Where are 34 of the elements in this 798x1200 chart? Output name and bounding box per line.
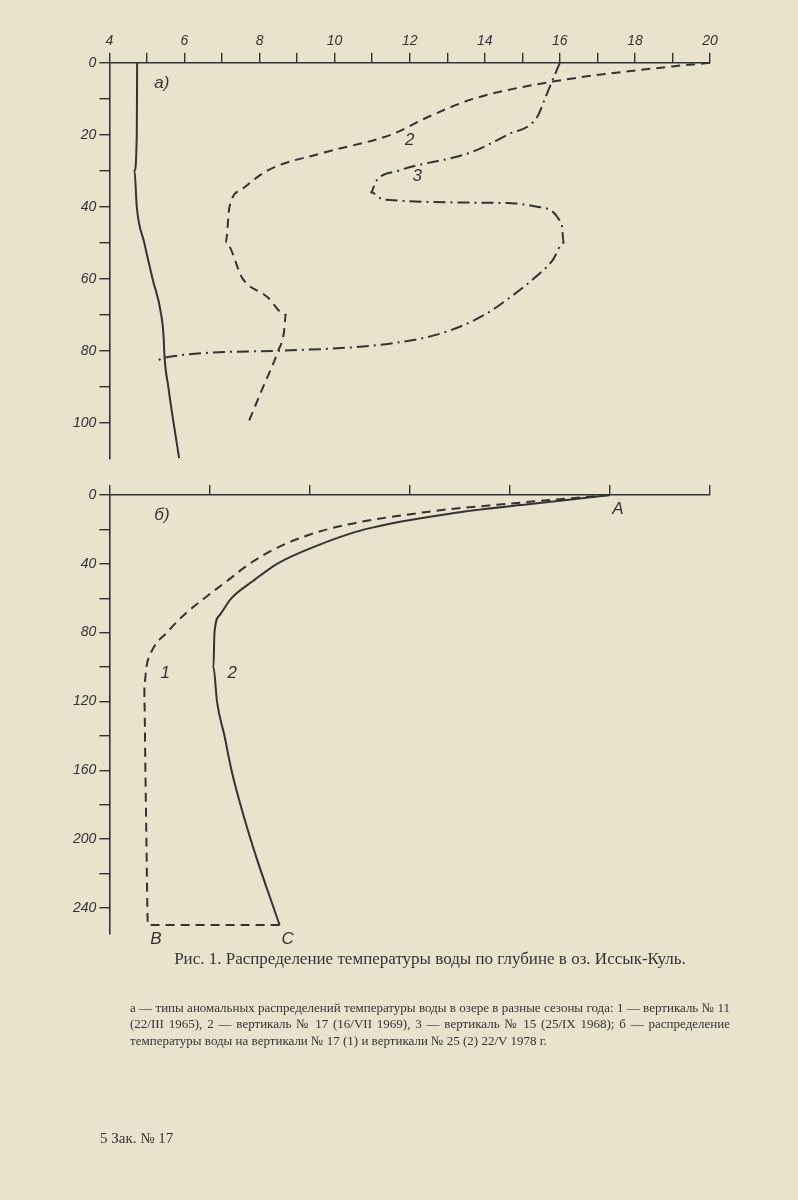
y-tick-label: 240 [72,898,97,915]
annotation: б) [154,505,170,525]
annotation: C [281,929,295,949]
x-tick-label: 10 [326,32,343,49]
x-tick-label: 18 [627,32,643,49]
annotation: B [150,929,162,949]
y-tick-label: 200 [72,829,97,846]
y-tick-label: 120 [73,692,97,709]
y-tick-label: 160 [73,761,97,778]
x-tick-label: 6 [180,32,189,49]
text: 5 Зак. № 17 [100,1130,174,1147]
text: а — типы аномальных распределений температуры воды в озере в разные сезоны года: 1 — вертикаль № 11 (22/III 1965), 2 — вертикаль № 17 (16/VII 1969), 3 — вертикаль № 15 (25/IX 1968); б — распределение температуры воды на вертикали № 17 (1) и вертикали № 25 (2) 22/V 1978 г. [130,1000,730,1049]
y-tick-label: 0 [88,53,97,70]
annotation: а) [154,73,170,93]
y-tick-label: 80 [80,341,97,358]
series-label: 3 [412,166,423,186]
y-tick-label: 40 [80,197,97,214]
x-tick-label: 14 [476,32,493,49]
x-tick-label: 20 [701,32,718,49]
y-tick-label: 40 [80,554,97,571]
y-tick-label: 0 [88,485,97,502]
y-tick-label: 20 [79,125,97,142]
x-tick-label: 4 [105,32,114,49]
annotation: A [611,499,624,519]
text: Рис. 1. Распределение температуры воды по глубине в оз. Иссык-Куль. [173,948,687,970]
y-tick-label: 60 [80,269,97,286]
series-label: 2 [403,130,415,150]
x-tick-label: 16 [552,32,568,49]
y-tick-label: 100 [73,413,97,430]
y-tick-label: 80 [80,623,97,640]
series-label: 2 [226,662,238,682]
x-tick-label: 12 [401,32,418,49]
series-label: 1 [160,662,170,682]
x-tick-label: 8 [255,32,264,49]
